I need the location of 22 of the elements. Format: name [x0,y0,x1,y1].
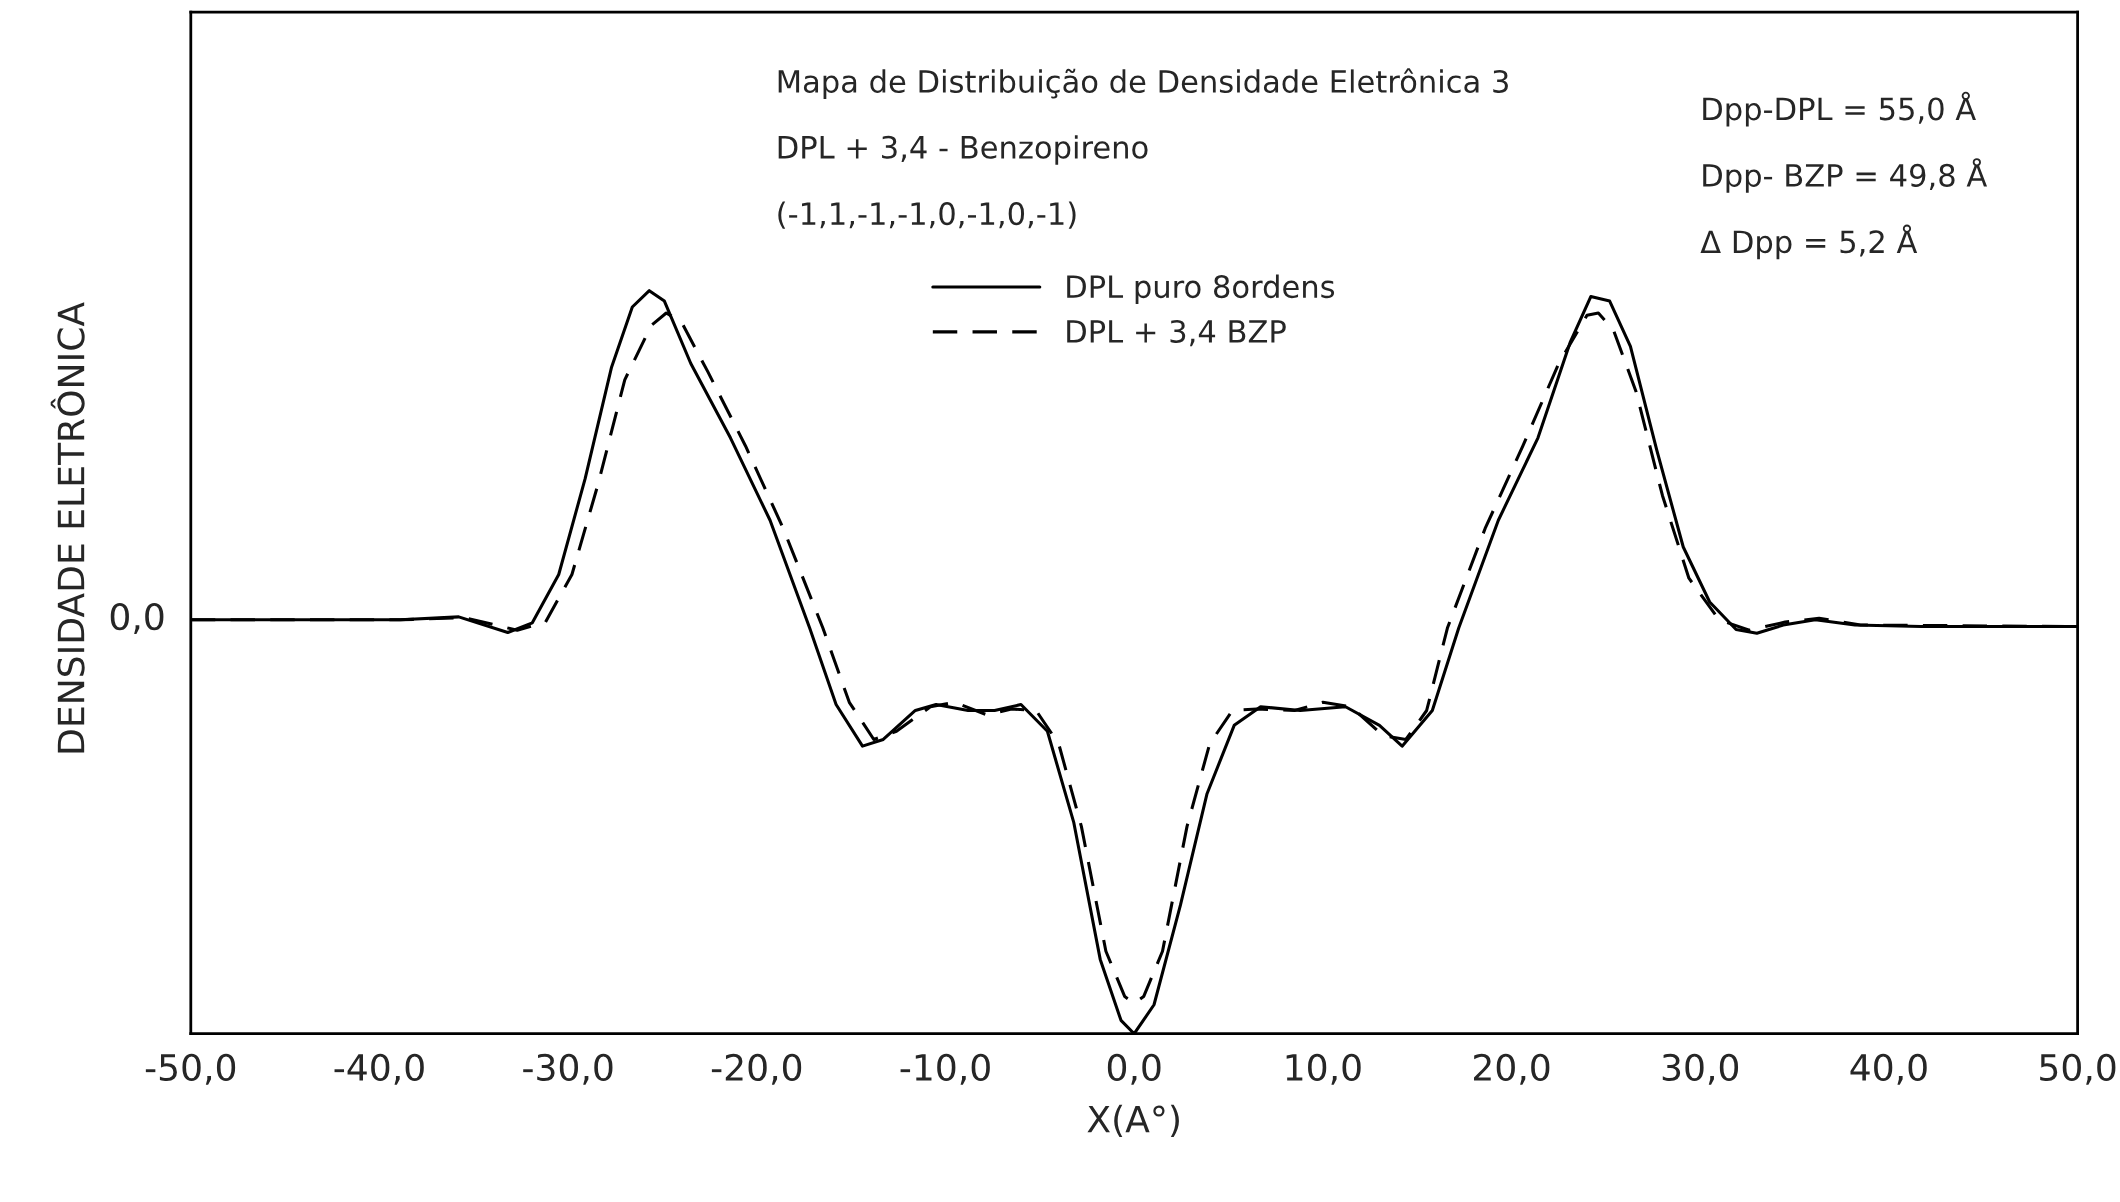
x-tick-label: 30,0 [1662,1053,1739,1085]
x-tick-label: 50,0 [2040,1053,2116,1085]
x-tick-label: -40,0 [334,1053,424,1085]
legend-label: DPL puro 8ordens [1067,274,1335,305]
chart-subtitle: DPL + 3,4 - Benzopireno [778,135,1148,165]
text: 0,0 [110,603,164,634]
x-axis-title: X(A°) [1087,1104,1179,1137]
y-axis-title: DENSIDADE ELETRÔNICA [50,302,85,753]
text: Δ Dpp = 5,2 Å [1700,224,1918,260]
x-tick-label: 0,0 [1107,1053,1161,1085]
x-tick-label: 10,0 [1286,1053,1361,1085]
chart-title: Mapa de Distribuição de Densidade Eletrônica 3 [778,68,1508,99]
text: (-1,1,-1,-1,0,-1,0,-1) [778,201,1076,229]
text: Dpp-DPL = 55,0 Å [1703,91,1976,127]
x-tick-label: -50,0 [145,1053,236,1085]
x-tick-label: 40,0 [1850,1053,1927,1085]
x-tick-label: -30,0 [523,1053,613,1085]
legend-label: DPL + 3,4 BZP [1067,319,1286,347]
x-tick-label: 20,0 [1474,1053,1550,1085]
x-tick-label: -20,0 [711,1053,802,1085]
text: Dpp- BZP = 49,8 Å [1703,158,1988,193]
x-tick-label: -10,0 [900,1053,990,1085]
